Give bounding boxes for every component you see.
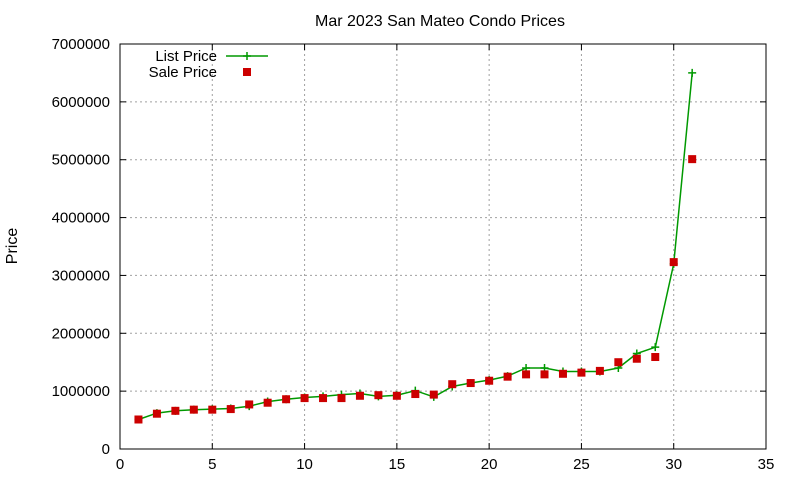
sale-price-point: [429, 390, 438, 399]
chart-title: Mar 2023 San Mateo Condo Prices: [315, 13, 565, 30]
series-layer: [134, 68, 697, 424]
sale-price-point: [411, 390, 420, 399]
sale-price-point: [208, 405, 217, 414]
sale-price-point: [466, 379, 475, 388]
sale-price-point: [614, 358, 623, 367]
y-tick-label: 6000000: [52, 94, 110, 111]
sale-price-point: [245, 400, 254, 409]
sale-price-point: [355, 391, 364, 400]
list-price-point: [651, 343, 660, 352]
sale-price-point: [134, 415, 143, 424]
y-tick-label: 7000000: [52, 36, 110, 53]
y-tick-label: 1000000: [52, 383, 110, 400]
sale-price-point: [282, 395, 291, 404]
y-tick-label: 3000000: [52, 267, 110, 284]
sale-price-point: [448, 380, 457, 389]
sale-price-point: [688, 155, 697, 164]
list-price-point: [688, 68, 697, 77]
sale-price-point: [392, 391, 401, 400]
y-tick-label: 2000000: [52, 325, 110, 342]
sale-price-point: [485, 376, 494, 385]
x-tick-label: 20: [481, 456, 498, 473]
sale-price-point: [189, 405, 198, 414]
sale-price-point: [337, 394, 346, 403]
x-tick-label: 35: [758, 456, 775, 473]
sale-price-point: [577, 368, 586, 377]
list-price-line: [138, 72, 693, 421]
tick-layer: 0 5 10 15 20 25 30 35 0 1000000 2000000 3000000 4000…: [52, 36, 775, 473]
sale-price-point: [669, 258, 678, 267]
legend: List Price Sale Price: [149, 48, 268, 81]
y-tick-label: 5000000: [52, 152, 110, 169]
sale-price-point: [651, 353, 660, 362]
sale-price-point: [152, 409, 161, 418]
sale-price-point: [171, 406, 180, 415]
sale-price-point: [522, 370, 531, 379]
y-axis-label: Price: [4, 228, 21, 265]
x-tick-label: 25: [573, 456, 590, 473]
x-tick-label: 0: [116, 456, 124, 473]
plot-frame: [119, 43, 767, 450]
y-tick-label: 0: [102, 441, 110, 458]
sale-price-point: [300, 394, 309, 403]
sale-price-point: [263, 398, 272, 407]
x-tick-label: 5: [208, 456, 216, 473]
sale-price-point: [540, 370, 549, 379]
sale-price-point: [503, 372, 512, 381]
grid-layer: [120, 44, 766, 449]
sale-price-point: [558, 369, 567, 378]
y-tick-label: 4000000: [52, 210, 110, 227]
legend-label-list-price: List Price: [155, 48, 217, 65]
sale-price-point: [374, 391, 383, 400]
x-tick-label: 30: [665, 456, 682, 473]
sale-price-point: [226, 405, 235, 414]
legend-label-sale-price: Sale Price: [149, 64, 217, 81]
legend-marker-sale-price: [243, 68, 251, 76]
sale-price-point: [632, 354, 641, 363]
x-tick-label: 10: [296, 456, 313, 473]
sale-price-point: [319, 394, 328, 403]
legend-marker-list-price: [243, 52, 251, 60]
x-tick-label: 15: [389, 456, 406, 473]
sale-price-point: [595, 366, 604, 375]
